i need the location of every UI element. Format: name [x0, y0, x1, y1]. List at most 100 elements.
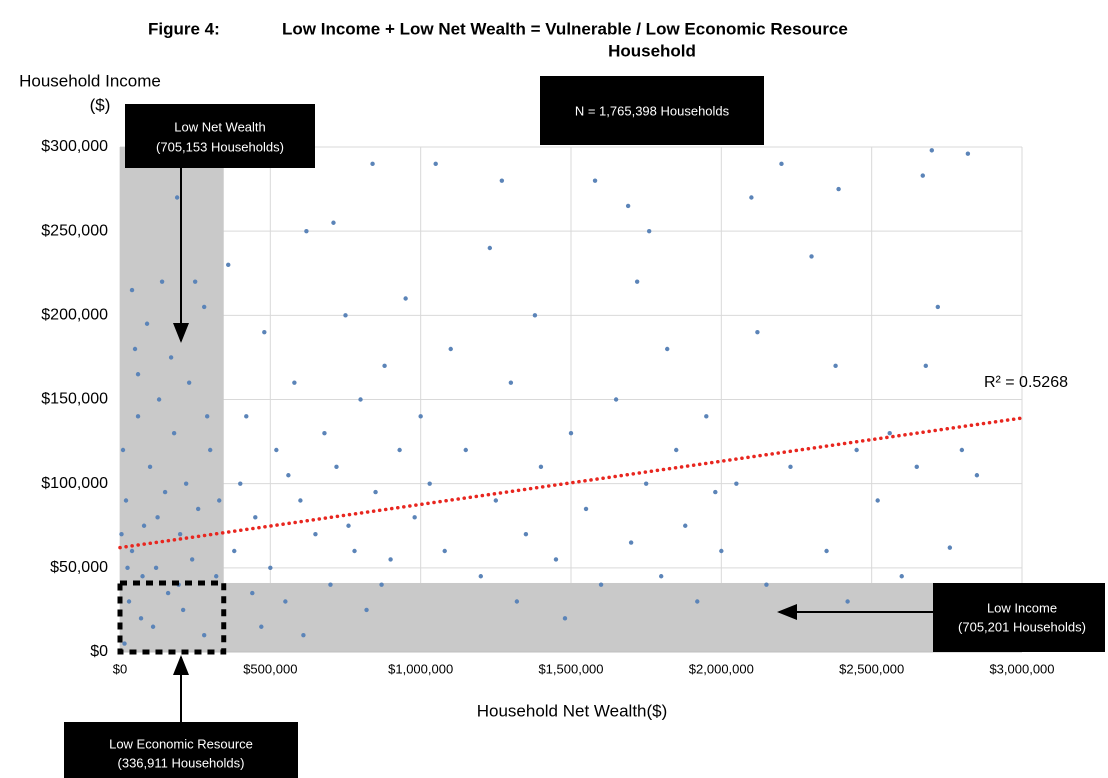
point	[262, 329, 267, 335]
point	[628, 540, 634, 545]
point	[135, 414, 141, 419]
y-tick-label: $50,000	[50, 559, 108, 576]
point	[713, 489, 718, 495]
point	[253, 515, 258, 520]
point	[379, 582, 384, 587]
annotation-text: (336,911 Households)	[118, 755, 245, 770]
point	[959, 447, 965, 453]
point	[140, 574, 145, 579]
point	[298, 498, 303, 503]
y-axis-label: ($)	[90, 95, 111, 114]
chart-title: Low Income + Low Net Wealth = Vulnerable…	[282, 19, 848, 38]
point	[947, 545, 953, 550]
point	[141, 523, 147, 528]
y-tick-label: $100,000	[41, 475, 108, 492]
point	[965, 151, 971, 156]
point	[442, 548, 447, 554]
point	[809, 254, 814, 259]
point	[634, 279, 640, 284]
point	[887, 430, 892, 436]
point	[364, 607, 369, 613]
annotation-text: Low Income	[987, 600, 1057, 615]
point	[562, 616, 568, 621]
point	[478, 574, 483, 579]
x-tick-label: $2,000,000	[689, 661, 754, 676]
point	[238, 481, 243, 486]
point	[122, 641, 127, 646]
point	[854, 447, 859, 453]
point	[259, 624, 264, 629]
y-axis-label: Household Income	[19, 71, 161, 90]
point	[659, 574, 664, 579]
point	[704, 414, 709, 419]
point	[613, 397, 619, 402]
point	[487, 245, 493, 251]
annotation-box	[933, 583, 1105, 652]
annotation-text: Low Economic Resource	[109, 736, 253, 751]
point	[568, 430, 574, 436]
y-tick-label: $150,000	[41, 391, 108, 408]
point	[343, 313, 348, 318]
point	[448, 346, 453, 352]
point	[195, 506, 201, 512]
point	[180, 607, 186, 613]
point	[283, 599, 288, 604]
point	[412, 515, 417, 520]
point	[334, 464, 339, 470]
point	[397, 447, 402, 453]
point	[836, 186, 841, 192]
point	[532, 313, 538, 318]
point	[120, 447, 126, 453]
y-tick-label: $250,000	[41, 222, 108, 239]
point	[286, 473, 291, 478]
point	[186, 380, 192, 385]
point	[923, 363, 928, 369]
point	[433, 161, 438, 167]
point	[929, 148, 934, 153]
y-tick-label: $300,000	[41, 138, 108, 155]
x-axis-label: Household Net Wealth($)	[477, 701, 668, 720]
point	[132, 346, 138, 352]
point	[674, 447, 679, 453]
point	[403, 296, 408, 301]
point	[217, 498, 222, 503]
point	[123, 498, 129, 503]
point	[274, 447, 279, 453]
point	[250, 590, 255, 596]
point	[463, 447, 468, 453]
point	[244, 414, 249, 419]
point	[914, 464, 919, 470]
point	[313, 531, 318, 537]
point	[292, 380, 297, 385]
point	[523, 531, 529, 537]
point	[788, 464, 793, 470]
point	[833, 363, 838, 369]
point	[301, 632, 306, 638]
point	[875, 498, 880, 503]
point	[135, 372, 141, 377]
annotation-text: (705,153 Households)	[156, 139, 284, 154]
point	[162, 489, 168, 495]
point	[845, 599, 850, 604]
point	[643, 481, 649, 486]
annotation-text: (705,201 Households)	[958, 619, 1086, 634]
point	[974, 473, 980, 478]
point	[171, 430, 177, 436]
point	[129, 548, 135, 554]
point	[583, 506, 589, 512]
point	[331, 220, 336, 225]
point	[899, 574, 904, 579]
point	[144, 321, 150, 326]
point	[499, 178, 505, 183]
point	[824, 548, 829, 554]
point	[755, 329, 760, 335]
point	[129, 287, 135, 293]
point	[177, 531, 183, 537]
point	[201, 632, 207, 638]
point	[553, 557, 559, 562]
point	[214, 574, 219, 579]
point	[370, 161, 375, 167]
point	[493, 498, 499, 503]
x-tick-label: $2,500,000	[839, 661, 904, 676]
